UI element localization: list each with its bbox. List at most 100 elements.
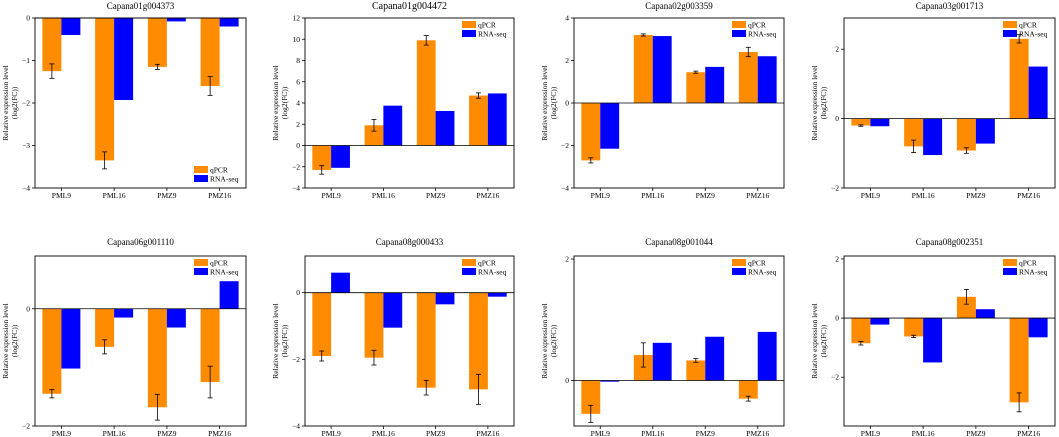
x-tick-label: PML9 — [861, 191, 880, 200]
y-axis-label: Relative expression level — [810, 303, 819, 378]
legend-label: qPCR — [1019, 259, 1037, 268]
bar-rnaseq — [757, 331, 777, 381]
y-tick-label: −2 — [22, 422, 30, 431]
x-tick-label: PMZ9 — [157, 429, 176, 437]
bar-rnaseq — [61, 308, 81, 369]
x-tick-label: PMZ16 — [746, 429, 769, 437]
x-tick-label: PMZ16 — [208, 429, 231, 437]
y-axis-label: Relative expression level — [1, 65, 10, 140]
bar-rnaseq — [652, 342, 672, 381]
legend-swatch-qpcr — [732, 259, 746, 266]
legend-label: RNA-seq — [478, 30, 507, 39]
bar-qpcr — [904, 318, 924, 337]
bar-qpcr — [1009, 38, 1029, 119]
legend-label: RNA-seq — [210, 268, 239, 277]
legend-label: RNA-seq — [1019, 30, 1048, 39]
chart-panel: Capana02g003359 Relative expression level… — [540, 1, 785, 200]
x-tick-label: PML9 — [591, 191, 610, 200]
bar-qpcr — [42, 18, 62, 72]
y-tick-label: 0 — [296, 141, 300, 150]
x-tick-label: PML16 — [103, 191, 126, 200]
y-tick-label: 4 — [565, 14, 569, 23]
bar-qpcr — [469, 95, 488, 146]
y-tick-label: 6 — [296, 77, 300, 86]
y-axis-label-unit: (log2(FC)) — [549, 324, 558, 357]
y-tick-label: 0 — [565, 99, 569, 108]
legend-label: qPCR — [478, 259, 496, 268]
legend-swatch-rnaseq — [1003, 30, 1017, 37]
y-tick-label: −4 — [561, 184, 569, 193]
x-tick-label: PMZ9 — [966, 191, 985, 200]
y-tick-label: 0 — [565, 376, 569, 385]
plot-frame — [573, 255, 785, 427]
bar-qpcr — [904, 118, 924, 147]
plot-frame — [304, 17, 515, 189]
y-axis-label-unit: (log2(FC)) — [10, 324, 19, 357]
bar-qpcr — [469, 292, 488, 390]
legend-label: RNA-seq — [210, 175, 239, 184]
bar-rnaseq — [652, 36, 672, 103]
bar-rnaseq — [435, 110, 455, 146]
y-tick-label: 2 — [565, 255, 569, 264]
bar-rnaseq — [383, 292, 403, 328]
x-tick-label: PML16 — [103, 429, 126, 437]
plot-frame — [573, 17, 785, 189]
bar-qpcr — [581, 380, 601, 414]
plot-frame — [34, 17, 247, 189]
y-tick-label: 2 — [565, 56, 569, 65]
x-tick-label: PML16 — [372, 429, 395, 437]
bar-qpcr — [200, 308, 220, 383]
bar-qpcr — [416, 292, 436, 388]
y-axis-label: Relative expression level — [540, 303, 549, 378]
legend-swatch-rnaseq — [462, 30, 476, 37]
chart-panel: Capana01g004472 Relative expression level… — [271, 1, 515, 200]
legend-label: qPCR — [210, 259, 228, 268]
y-tick-label: 10 — [293, 35, 301, 44]
y-tick-label: 8 — [296, 56, 300, 65]
x-tick-label: PMZ9 — [426, 191, 445, 200]
y-axis-label-unit: (log2(FC)) — [10, 86, 19, 119]
x-tick-label: PMZ16 — [1017, 429, 1040, 437]
y-tick-label: 2 — [296, 120, 300, 129]
x-tick-label: PMZ9 — [696, 191, 715, 200]
x-tick-label: PMZ9 — [966, 429, 985, 437]
y-axis-label-unit: (log2(FC)) — [819, 324, 828, 357]
bar-qpcr — [147, 18, 167, 67]
chart-title: Capana08g001044 — [645, 237, 713, 247]
y-tick-label: −4 — [292, 422, 300, 431]
legend-swatch-qpcr — [194, 259, 208, 266]
bar-rnaseq — [1028, 318, 1048, 338]
bar-rnaseq — [61, 18, 81, 35]
chart-panel: Capana01g004373 Relative expression level… — [1, 1, 247, 200]
bar-rnaseq — [870, 318, 890, 325]
bar-qpcr — [95, 308, 115, 347]
chart-title: Capana06g001110 — [107, 237, 174, 247]
chart-title: Capana03g001713 — [916, 1, 984, 11]
bar-rnaseq — [975, 309, 995, 319]
bar-rnaseq — [166, 18, 186, 22]
legend-swatch-qpcr — [1003, 259, 1017, 266]
bar-qpcr — [686, 360, 706, 381]
bar-qpcr — [581, 103, 601, 161]
y-tick-label: 4 — [296, 99, 300, 108]
y-axis-label: Relative expression level — [810, 65, 819, 140]
y-tick-label: −4 — [22, 184, 30, 193]
legend-swatch-rnaseq — [462, 268, 476, 275]
legend-swatch-rnaseq — [732, 268, 746, 275]
x-tick-label: PMZ16 — [476, 429, 499, 437]
bar-qpcr — [1009, 318, 1029, 403]
bar-rnaseq — [487, 292, 507, 297]
bar-qpcr — [416, 40, 436, 146]
y-axis-label: Relative expression level — [271, 65, 280, 140]
bar-qpcr — [42, 308, 62, 394]
y-axis-label-unit: (log2(FC)) — [549, 86, 558, 119]
x-tick-label: PMZ16 — [746, 191, 769, 200]
y-tick-label: 0 — [26, 14, 30, 23]
y-tick-label: 0 — [26, 304, 30, 313]
y-tick-label: −2 — [292, 355, 300, 364]
chart-panel: Capana08g001044 Relative expression level… — [540, 237, 785, 437]
x-tick-label: PML16 — [912, 429, 935, 437]
bar-rnaseq — [757, 56, 777, 103]
chart-title: Capana08g000433 — [376, 237, 444, 247]
bar-rnaseq — [331, 145, 350, 168]
